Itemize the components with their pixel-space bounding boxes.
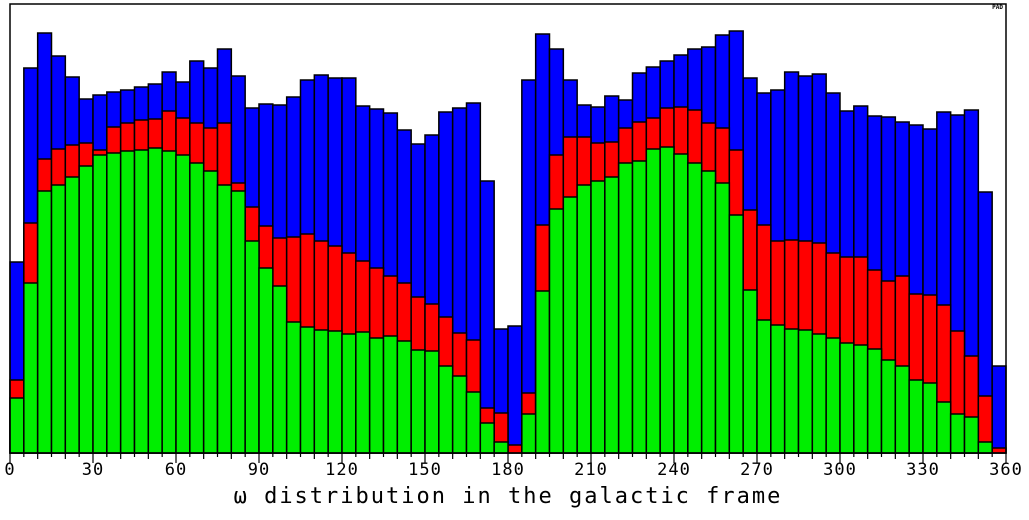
x-tick-label-360: 360 [989, 460, 1023, 480]
bar-green-5 [23, 282, 39, 454]
bar-green-340 [949, 413, 966, 454]
bar-green-65 [189, 162, 205, 454]
bar-green-235 [659, 146, 675, 454]
bar-green-195 [548, 208, 565, 454]
x-tick-label-180: 180 [491, 460, 525, 480]
x-tick-label-0: 0 [4, 460, 15, 480]
bar-green-140 [396, 340, 412, 454]
bars-group [9, 30, 1007, 454]
bar-green-330 [922, 382, 938, 454]
bar-green-30 [92, 154, 108, 454]
bar-green-100 [285, 321, 302, 454]
bar-green-40 [119, 150, 136, 454]
bar-green-45 [133, 149, 150, 454]
bar-green-300 [839, 342, 855, 454]
x-tick-label-120: 120 [325, 460, 359, 480]
bar-green-260 [728, 214, 744, 454]
bar-green-335 [936, 401, 952, 454]
bar-green-305 [853, 344, 869, 454]
bar-green-20 [64, 176, 80, 454]
bar-blue-180 [507, 325, 523, 454]
bar-green-200 [562, 196, 578, 454]
bar-green-90 [258, 267, 274, 454]
bar-red-180 [507, 444, 523, 454]
x-tick-label-90: 90 [248, 460, 270, 480]
bar-green-225 [631, 160, 648, 454]
bar-green-220 [617, 162, 634, 454]
x-tick-label-60: 60 [165, 460, 187, 480]
bar-green-255 [714, 182, 731, 454]
bar-green-15 [50, 184, 67, 454]
bar-green-95 [272, 285, 288, 454]
bar-green-210 [590, 180, 606, 454]
bar-green-115 [327, 330, 343, 454]
bar-green-150 [424, 350, 440, 454]
corner-tag: PAD [992, 4, 1003, 11]
bar-green-130 [368, 337, 385, 454]
x-tick-labels-group: 0 30 60 90 120 150 180 210 240 270 300 330 360 [4, 460, 1023, 480]
x-tick-label-150: 150 [408, 460, 442, 480]
bar-green-350 [977, 441, 993, 454]
bar-green-85 [244, 240, 260, 454]
bar-green-295 [825, 337, 841, 454]
x-tick-label-300: 300 [823, 460, 857, 480]
bar-green-285 [797, 329, 814, 454]
bar-green-75 [216, 184, 233, 454]
bar-green-50 [147, 147, 163, 454]
bar-green-125 [355, 331, 371, 454]
bar-green-70 [202, 170, 219, 454]
bar-green-110 [313, 329, 329, 454]
x-axis-title: ω distribution in the galactic frame [234, 484, 783, 509]
bar-green-250 [700, 170, 717, 454]
bar-green-170 [479, 422, 495, 454]
bar-green-230 [645, 148, 661, 454]
bar-green-190 [534, 290, 551, 454]
bar-green-320 [894, 365, 910, 454]
x-ticks-group [9, 453, 1007, 463]
bar-green-160 [451, 375, 468, 454]
bar-green-60 [175, 154, 191, 454]
x-tick-label-30: 30 [82, 460, 104, 480]
bar-green-105 [299, 326, 316, 454]
bar-green-310 [866, 348, 883, 454]
bar-green-25 [78, 165, 94, 454]
bar-green-0 [9, 397, 25, 454]
bar-green-155 [438, 365, 454, 454]
bar-green-185 [521, 413, 537, 454]
x-tick-label-210: 210 [574, 460, 608, 480]
x-tick-label-240: 240 [657, 460, 691, 480]
bar-green-275 [770, 324, 786, 454]
bar-green-145 [410, 349, 426, 454]
bar-green-35 [106, 152, 122, 454]
bar-green-315 [880, 359, 897, 454]
bar-green-240 [673, 153, 689, 454]
bar-green-205 [576, 184, 592, 454]
bar-green-215 [604, 176, 620, 454]
bar-green-345 [963, 416, 980, 454]
bar-green-165 [465, 391, 482, 454]
bar-green-245 [687, 162, 703, 454]
bar-green-270 [756, 319, 772, 454]
x-tick-label-330: 330 [906, 460, 940, 480]
bar-green-80 [230, 190, 246, 454]
bar-green-280 [783, 328, 800, 454]
bar-green-175 [493, 441, 509, 454]
bar-green-10 [36, 190, 53, 454]
bar-blue-355 [991, 365, 1007, 454]
x-tick-label-270: 270 [740, 460, 774, 480]
bar-green-120 [341, 333, 357, 454]
bar-green-55 [161, 150, 177, 454]
bar-green-135 [382, 335, 399, 454]
bar-green-290 [811, 333, 827, 454]
bar-green-325 [908, 379, 924, 454]
bar-green-265 [742, 289, 758, 454]
